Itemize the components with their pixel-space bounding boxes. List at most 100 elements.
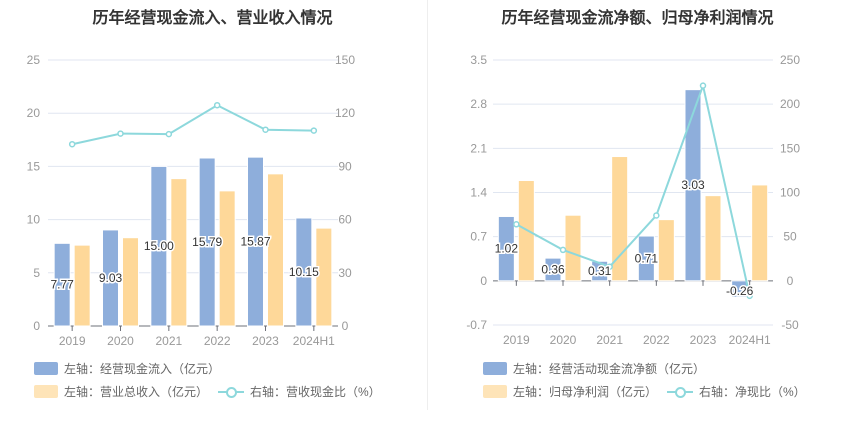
y2-tick-label: 0 (787, 274, 794, 288)
bar-primary (497, 215, 515, 282)
legend-item-netflow[interactable]: 左轴：经营活动现金流净额（亿元） (483, 360, 705, 377)
data-label: 7.77 (50, 278, 74, 292)
y2-tick-label: 150 (335, 53, 355, 67)
x-tick-label: 2020 (550, 333, 577, 347)
bar-primary (591, 260, 609, 282)
ratio-line (71, 104, 314, 146)
legend-item-inflow[interactable]: 左轴：经营现金流入（亿元） (34, 360, 220, 377)
y-tick-label: 15 (27, 159, 41, 173)
bar-primary (247, 156, 264, 327)
y-tick-label: 1.4 (470, 186, 487, 200)
y-tick-label: 2.1 (470, 141, 487, 155)
bar-secondary (315, 227, 333, 327)
bar-primary (102, 229, 119, 327)
y2-tick-label: -50 (781, 318, 799, 332)
legend-label: 左轴：经营活动现金流净额（亿元） (513, 362, 706, 376)
chart-title-left: 历年经营现金流入、营业收入情况 (92, 10, 333, 27)
x-tick-label: 2024H1 (293, 334, 335, 348)
y-tick-label: 0 (480, 274, 487, 288)
x-tick-label: 2019 (59, 334, 86, 348)
x-tick-label: 2022 (204, 334, 231, 348)
bar-secondary (122, 237, 139, 327)
bar-secondary (218, 190, 236, 327)
legend-item-netratio[interactable]: 右轴：净现比（%） (667, 383, 806, 400)
legend-swatch (34, 362, 58, 375)
data-label: 15.87 (240, 235, 270, 249)
ratio-point (699, 82, 707, 89)
y-tick-label: 0.7 (470, 230, 487, 244)
ratio-point (117, 130, 124, 137)
divider (427, 0, 428, 410)
ratio-line (515, 82, 751, 297)
bar-primary (544, 257, 562, 282)
y-tick-label: 20 (27, 106, 41, 120)
y2-tick-label: 100 (780, 186, 800, 200)
bar-secondary (564, 214, 582, 282)
bar-primary (150, 165, 168, 327)
legend-swatch (483, 362, 507, 375)
y2-tick-label: 150 (780, 141, 800, 155)
y-tick-label: -0.7 (466, 318, 487, 332)
data-label: 15.79 (192, 235, 222, 249)
x-tick-label: 2022 (643, 333, 670, 347)
y-tick-label: 2.8 (470, 97, 487, 111)
bar-primary (198, 157, 216, 327)
ratio-point (653, 212, 660, 219)
legend-swatch (483, 385, 507, 398)
ratio-point (68, 140, 76, 148)
legend-label: 左轴：归母净利润（亿元） (513, 385, 658, 399)
legend-item-profit[interactable]: 左轴：归母净利润（亿元） (483, 383, 657, 400)
ratio-point (513, 221, 520, 228)
ratio-point (606, 263, 613, 270)
x-tick-label: 2020 (107, 334, 134, 348)
legend-item-ratio[interactable]: 右轴：营收现金比（%） (218, 383, 381, 400)
ratio-point (262, 126, 269, 133)
bar-secondary (611, 156, 629, 282)
y-tick-label: 3.5 (470, 53, 487, 67)
bar-secondary (657, 219, 675, 282)
y2-tick-label: 250 (780, 53, 800, 67)
x-tick-label: 2021 (596, 333, 623, 347)
bar-secondary (704, 195, 722, 282)
y2-tick-label: 30 (338, 266, 352, 280)
y2-tick-label: 0 (342, 319, 349, 333)
data-label: 15.00 (144, 239, 174, 253)
x-tick-label: 2023 (252, 334, 279, 348)
data-label: 10.15 (289, 265, 319, 279)
data-label: 0.36 (541, 262, 565, 276)
legend-label: 左轴：营业总收入（亿元） (64, 385, 209, 399)
x-tick-label: 2024H1 (729, 333, 771, 347)
data-label: 0.31 (588, 264, 612, 278)
x-tick-label: 2023 (690, 333, 717, 347)
legend-label: 左轴：经营现金流入（亿元） (64, 362, 221, 376)
legend-item-revenue[interactable]: 左轴：营业总收入（亿元） (34, 383, 208, 400)
y2-tick-label: 50 (783, 230, 797, 244)
data-label: 9.03 (99, 271, 123, 285)
bar-primary (637, 235, 655, 282)
x-tick-label: 2019 (503, 333, 530, 347)
bar-primary (295, 217, 313, 327)
data-label: 3.03 (681, 178, 705, 192)
bar-primary (53, 242, 71, 327)
bar-secondary (170, 178, 188, 327)
y-tick-label: 5 (33, 266, 40, 280)
y2-tick-label: 200 (780, 97, 800, 111)
y-tick-label: 10 (27, 213, 41, 227)
ratio-point (559, 246, 567, 254)
legend-line-icon (218, 385, 244, 398)
y2-tick-label: 90 (338, 159, 352, 173)
bar-primary (684, 89, 702, 282)
y-tick-label: 25 (27, 53, 41, 67)
y2-tick-label: 120 (335, 106, 355, 120)
legend-swatch (34, 385, 58, 398)
legend-label: 右轴：营收现金比（%） (250, 385, 381, 399)
y-tick-label: 0 (33, 319, 40, 333)
legend-line-icon (667, 385, 693, 398)
chart-title-right: 历年经营现金流净额、归母净利润情况 (501, 10, 774, 27)
bar-secondary (73, 244, 91, 327)
legend-label: 右轴：净现比（%） (699, 385, 806, 399)
data-label: 1.02 (495, 242, 519, 256)
bar-secondary (751, 184, 769, 282)
bar-secondary (267, 173, 284, 327)
